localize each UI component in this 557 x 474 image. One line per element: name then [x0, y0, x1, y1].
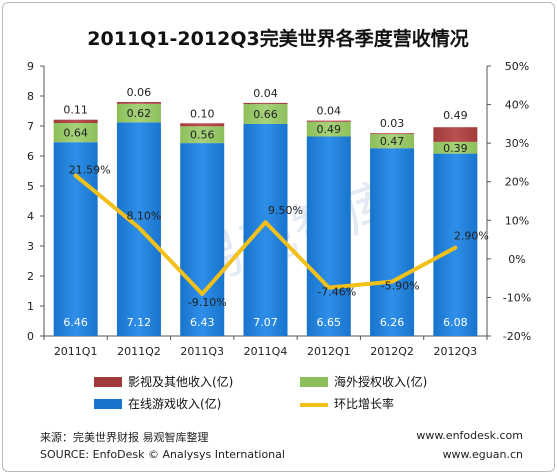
- legend-label-line: 环比增长率: [334, 396, 394, 411]
- x-tick-label: 2012Q1: [307, 345, 351, 358]
- y-tick-label: 9: [27, 60, 34, 73]
- growth-point: [390, 280, 394, 284]
- overseas-segment: [53, 123, 98, 143]
- x-tick-label: 2011Q2: [117, 345, 161, 358]
- other-label: 0.04: [317, 105, 342, 118]
- y2-tick-label: 20%: [505, 176, 529, 189]
- growth-label: 2.90%: [454, 230, 489, 243]
- overseas-segment: [116, 103, 161, 123]
- source-cn: 来源：完美世界财报 易观智库整理: [40, 431, 209, 444]
- y-tick-label: 4: [27, 210, 34, 223]
- y2-tick-label: -10%: [503, 291, 531, 304]
- growth-label: 8.10%: [126, 210, 161, 223]
- growth-point: [74, 174, 78, 178]
- online-label: 7.12: [127, 316, 152, 329]
- online-segment: [243, 123, 288, 337]
- y-tick-label: 2: [27, 270, 34, 283]
- site-eguan: www.eguan.cn: [442, 448, 523, 461]
- growth-label: 21.59%: [69, 164, 111, 177]
- growth-label: 9.50%: [268, 204, 303, 217]
- y-tick-label: 0: [27, 330, 34, 343]
- other-segment: [306, 120, 351, 122]
- legend-swatch-other: [94, 377, 122, 387]
- other-segment: [116, 102, 161, 104]
- online-label: 6.43: [190, 316, 215, 329]
- y2-tick-label: 50%: [505, 60, 529, 73]
- other-segment: [53, 119, 98, 123]
- overseas-label: 0.64: [63, 127, 88, 140]
- x-tick-label: 2011Q4: [244, 345, 288, 358]
- x-tick-label: 2011Q3: [180, 345, 224, 358]
- overseas-label: 0.66: [253, 108, 278, 121]
- y2-tick-label: 40%: [505, 99, 529, 112]
- legend-swatch-online: [94, 399, 122, 409]
- growth-label: -9.10%: [188, 296, 227, 309]
- growth-point: [137, 226, 141, 230]
- growth-label: -5.90%: [381, 280, 420, 293]
- legend-label-online: 在线游戏收入(亿): [128, 396, 221, 411]
- y-tick-label: 7: [27, 120, 34, 133]
- overseas-label: 0.56: [190, 129, 215, 142]
- y-tick-label: 8: [27, 90, 34, 103]
- online-label: 6.46: [63, 316, 88, 329]
- y2-tick-label: 30%: [505, 137, 529, 150]
- other-label: 0.11: [63, 104, 88, 117]
- overseas-segment: [243, 104, 288, 124]
- other-segment: [370, 133, 415, 135]
- overseas-segment: [433, 141, 478, 154]
- y-tick-label: 6: [27, 150, 34, 163]
- legend-label-other: 影视及其他收入(亿): [128, 374, 233, 389]
- overseas-label: 0.62: [127, 107, 152, 120]
- other-segment: [180, 123, 225, 127]
- y2-tick-label: -20%: [503, 330, 531, 343]
- overseas-segment: [306, 121, 351, 137]
- y2-tick-label: 0%: [508, 253, 525, 266]
- online-segment: [370, 148, 415, 336]
- other-label: 0.49: [443, 109, 468, 122]
- growth-point: [453, 246, 457, 250]
- y-tick-label: 5: [27, 180, 34, 193]
- other-segment: [243, 102, 288, 105]
- x-tick-label: 2011Q1: [54, 345, 98, 358]
- overseas-label: 0.39: [443, 142, 468, 155]
- y-tick-label: 1: [27, 300, 34, 313]
- other-label: 0.03: [380, 117, 405, 130]
- other-label: 0.10: [190, 107, 215, 120]
- other-label: 0.04: [253, 87, 278, 100]
- y2-tick-label: 10%: [505, 214, 529, 227]
- online-label: 6.08: [443, 316, 468, 329]
- online-label: 6.65: [317, 316, 342, 329]
- online-label: 6.26: [380, 316, 405, 329]
- y-tick-label: 3: [27, 240, 34, 253]
- chart-title: 2011Q1-2012Q3完美世界各季度营收情况: [87, 27, 468, 50]
- overseas-segment: [370, 134, 415, 149]
- legend-swatch-overseas: [300, 377, 328, 387]
- growth-point: [200, 292, 204, 296]
- overseas-segment: [180, 126, 225, 144]
- online-segment: [306, 136, 351, 336]
- online-segment: [180, 143, 225, 336]
- source-en: SOURCE: EnfoDesk © Analysys Internationa…: [40, 448, 285, 461]
- online-label: 7.07: [253, 316, 278, 329]
- overseas-label: 0.47: [380, 135, 405, 148]
- legend-swatch-line: [300, 403, 328, 407]
- site-enfodesk: www.enfodesk.com: [416, 429, 523, 442]
- x-tick-label: 2012Q2: [370, 345, 414, 358]
- other-segment: [433, 127, 478, 142]
- legend-label-overseas: 海外授权收入(亿): [334, 374, 427, 389]
- growth-label: -7.46%: [317, 286, 356, 299]
- x-tick-label: 2012Q3: [434, 345, 478, 358]
- overseas-label: 0.49: [317, 123, 342, 136]
- growth-point: [327, 286, 331, 290]
- online-segment: [433, 153, 478, 336]
- other-label: 0.06: [127, 86, 152, 99]
- growth-point: [264, 220, 267, 224]
